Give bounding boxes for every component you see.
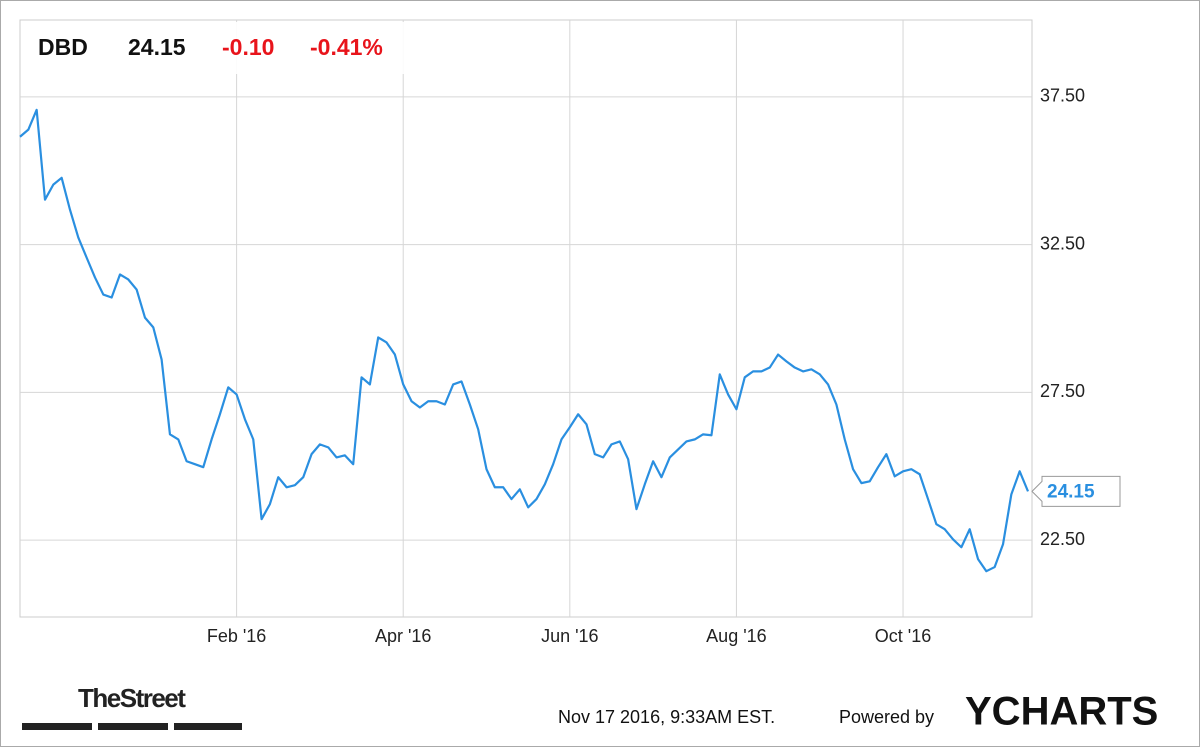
brand-bar	[22, 723, 92, 730]
provider: YCHARTS	[965, 690, 1158, 734]
brand-bar	[98, 723, 168, 730]
plot-area	[19, 19, 1033, 618]
x-tick-label: Jun '16	[541, 626, 598, 646]
x-tick-label: Apr '16	[375, 626, 431, 646]
change-pct: -0.41%	[310, 34, 383, 60]
powered-by: Powered by	[839, 707, 934, 727]
timestamp: Nov 17 2016, 9:33AM EST.	[558, 707, 775, 727]
y-tick-label: 32.50	[1040, 233, 1085, 253]
x-tick-label: Oct '16	[875, 626, 931, 646]
price: 24.15	[128, 34, 186, 60]
last-price-tag	[1031, 475, 1121, 507]
brand: TheStreet	[78, 683, 186, 713]
grid	[20, 20, 1032, 617]
x-tick-label: Aug '16	[706, 626, 767, 646]
ticker: DBD	[38, 34, 88, 60]
change: -0.10	[222, 34, 274, 60]
brand-bar	[174, 723, 242, 730]
x-tick-label: Feb '16	[207, 626, 266, 646]
y-tick-label: 37.50	[1040, 86, 1085, 106]
header-box	[22, 22, 425, 74]
plot	[19, 108, 1030, 573]
y-tick-label: 22.50	[1040, 529, 1085, 549]
y-tick-label: 27.50	[1040, 381, 1085, 401]
price-line	[19, 108, 1030, 573]
last-price-label: 24.15	[1047, 481, 1095, 502]
